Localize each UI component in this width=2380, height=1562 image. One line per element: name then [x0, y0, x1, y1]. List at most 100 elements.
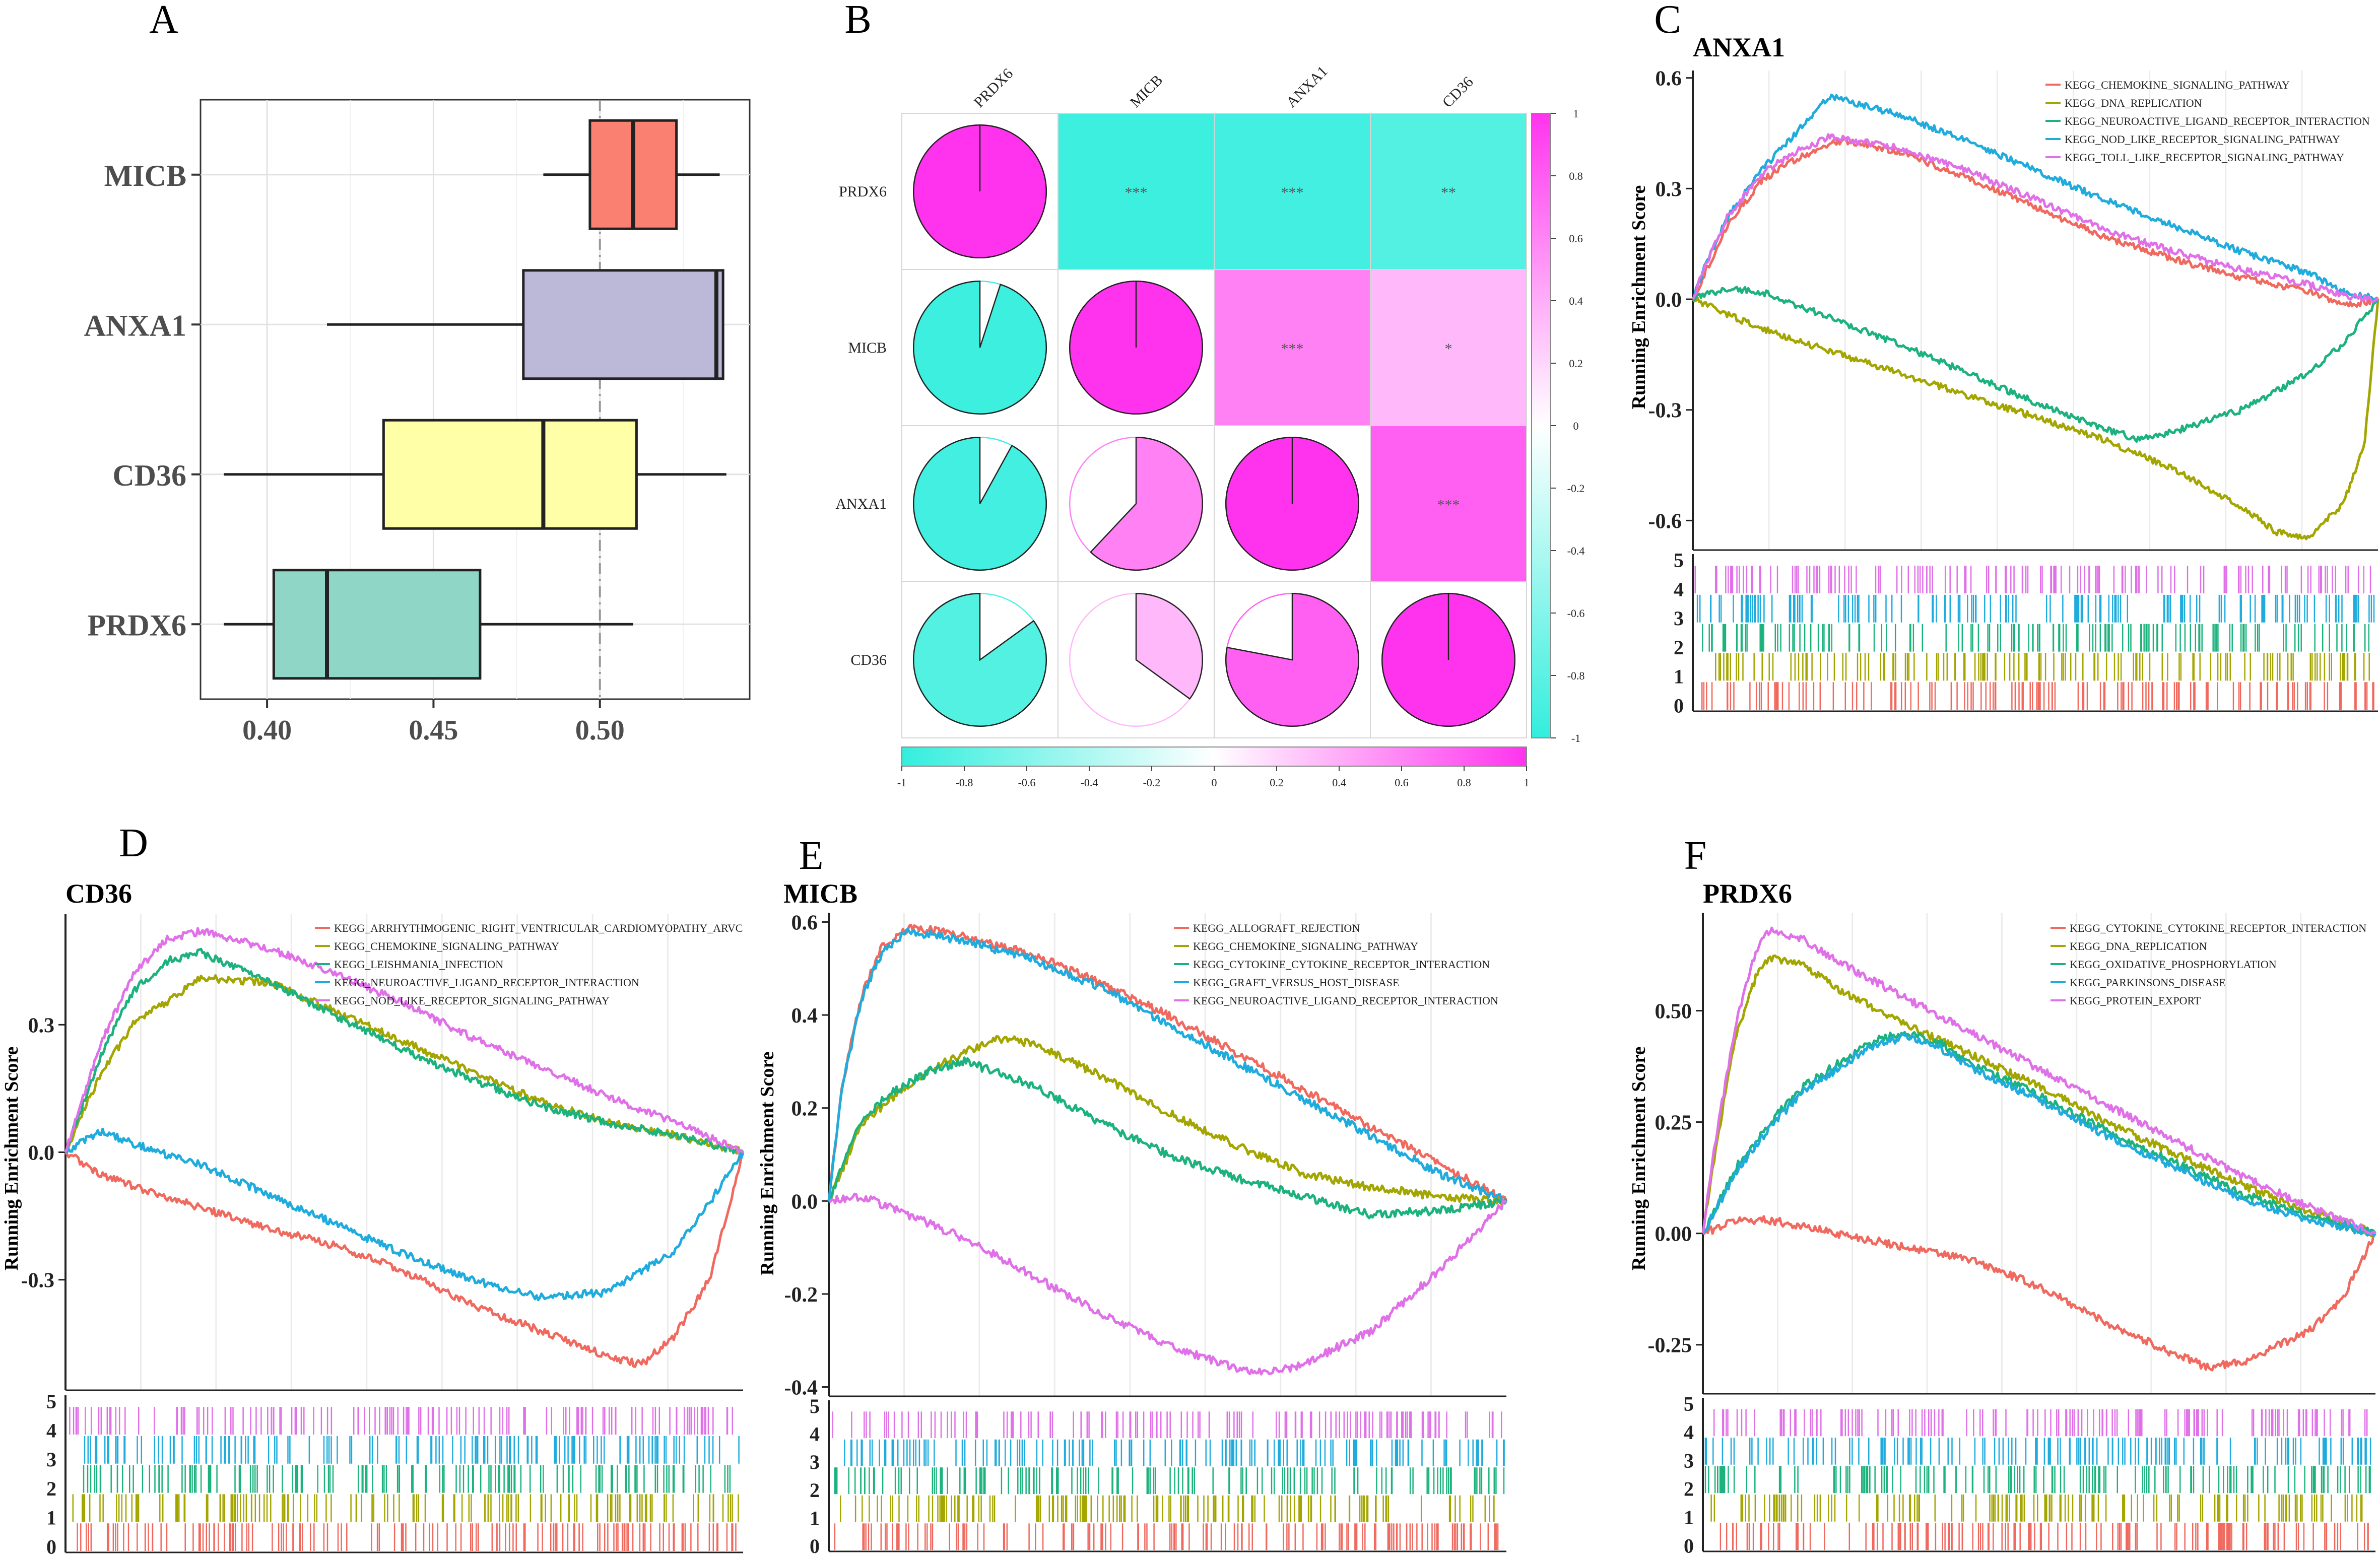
y-axis-label: Running Enrichment Score	[1628, 1047, 1649, 1271]
rug-tick-label: 3	[1684, 1449, 1694, 1472]
colorbar-tick-label: 0.2	[1270, 776, 1284, 789]
series-line	[65, 1127, 745, 1302]
row-label: CD36	[850, 652, 887, 668]
rug-tick-label: 0	[1674, 694, 1684, 717]
significance-mark: ***	[1437, 497, 1460, 513]
legend-entry: KEGG_LEISHMANIA_INFECTION	[334, 958, 503, 971]
row-label: PRDX6	[839, 183, 887, 200]
series-line	[64, 947, 744, 1157]
box-anxa1	[522, 269, 724, 380]
series-line	[1701, 1033, 2377, 1237]
colorbar-tick-label: -0.8	[956, 776, 973, 789]
panel-label-f: F	[1684, 834, 1707, 878]
rug-hits	[1713, 1409, 2368, 1437]
rug-tick-label: 5	[810, 1395, 820, 1417]
colorbar-tick-label: 0.4	[1569, 295, 1583, 307]
gsea-panel-anxa1: ANXA1 Running Enrichment Score -0.6 -0.3 0…	[1628, 32, 2379, 717]
legend-entry: KEGG_OXIDATIVE_PHOSPHORYLATION	[2070, 958, 2277, 971]
box-prdx6	[272, 569, 482, 680]
colorbar-tick-label: -0.6	[1018, 776, 1036, 789]
box-cd36	[382, 419, 638, 530]
series-line	[827, 1035, 1507, 1206]
legend-entry: KEGG_CHEMOKINE_SIGNALING_PATHWAY	[2065, 79, 2290, 91]
vertical-colorbar	[1531, 113, 1551, 738]
row-label: MICB	[848, 339, 887, 356]
series-line	[1702, 1215, 2376, 1372]
rug-hits	[1701, 682, 2374, 710]
series-line	[1691, 133, 2378, 303]
colorbar-tick-label: 1	[1524, 776, 1530, 789]
rug-hits	[840, 1495, 1495, 1522]
series-line	[1691, 93, 2379, 303]
rug-hits	[1702, 624, 2370, 652]
legend-entry: KEGG_NOD_LIKE_RECEPTOR_SIGNALING_PATHWAY	[2065, 133, 2340, 146]
significance-mark: ***	[1125, 184, 1148, 201]
row-label: ANXA1	[835, 496, 887, 512]
x-tick-label: 0.50	[575, 715, 625, 746]
y-tick-label: -0.6	[1648, 510, 1682, 533]
y-tick-label: 0.50	[1655, 1000, 1692, 1024]
rug-tick-label: 1	[1684, 1506, 1694, 1529]
rug-hits	[832, 1411, 1502, 1438]
rug-tick-label: 1	[810, 1507, 820, 1529]
rug-tick-label: 2	[46, 1477, 56, 1500]
y-tick-label: -0.2	[784, 1283, 818, 1307]
gsea-panel-micb: MICB Running Enrichment Score -0.4 -0.2 0.…	[757, 878, 1508, 1557]
panel-label-b: B	[844, 0, 871, 42]
colorbar-tick-label: -0.6	[1567, 607, 1585, 620]
y-tick-label: -0.3	[1648, 399, 1682, 423]
series-line	[64, 1151, 745, 1368]
y-tick-label: 0.6	[791, 911, 818, 934]
significance-mark: *	[1445, 341, 1452, 357]
y-tick-label: 0.3	[1656, 178, 1682, 201]
y-tick-label: 0.25	[1655, 1112, 1692, 1135]
y-tick-label: -0.4	[784, 1377, 818, 1400]
legend-entry: KEGG_NEUROACTIVE_LIGAND_RECEPTOR_INTERAC…	[334, 976, 639, 989]
column-label: MICB	[1127, 72, 1166, 111]
rug-tick-label: 1	[46, 1507, 56, 1529]
significance-mark: ***	[1281, 341, 1304, 357]
significance-mark: **	[1441, 184, 1456, 201]
y-tick-label: -0.25	[1648, 1334, 1692, 1357]
pie-slice	[913, 592, 1047, 727]
colorbar-tick-label: 1	[1573, 107, 1579, 120]
y-tick-label: 0.3	[28, 1014, 55, 1037]
y-tick-label: CD36	[112, 459, 186, 492]
rug-tick-label: 0	[46, 1535, 56, 1558]
series-line	[1692, 297, 2379, 540]
rug-hits	[834, 1523, 1499, 1550]
gsea-panel-prdx6: PRDX6 Running Enrichment Score -0.25 0.00…	[1628, 878, 2377, 1557]
rug-hits	[1694, 566, 2371, 593]
legend-entry: KEGG_PROTEIN_EXPORT	[2070, 994, 2201, 1007]
rug-hits	[1696, 594, 2375, 623]
rug-hits	[1715, 653, 2370, 681]
colorbar-tick-label: 0.6	[1569, 232, 1583, 245]
y-tick-label: 0.2	[791, 1098, 818, 1121]
colorbar-tick-label: -0.4	[1567, 545, 1585, 557]
legend-entry: KEGG_ALLOGRAFT_REJECTION	[1193, 922, 1360, 934]
legend-entry: KEGG_CYTOKINE_CYTOKINE_RECEPTOR_INTERACT…	[2070, 922, 2366, 934]
x-tick-label: 0.40	[242, 715, 292, 746]
series-line	[1701, 954, 2376, 1238]
y-tick-label: 0.4	[791, 1004, 818, 1028]
rug-tick-label: 4	[46, 1419, 56, 1442]
column-label: CD36	[1439, 74, 1477, 111]
legend-entry: KEGG_PARKINSONS_DISEASE	[2070, 976, 2226, 989]
corr-cell	[1370, 269, 1527, 426]
panel-label-e: E	[799, 834, 824, 878]
y-tick-label: ANXA1	[84, 309, 186, 342]
rug-tick-label: 0	[810, 1535, 820, 1557]
series-line	[64, 927, 744, 1154]
legend-entry: KEGG_TOLL_LIKE_RECEPTOR_SIGNALING_PATHWA…	[2065, 151, 2344, 164]
series-line	[1691, 137, 2379, 308]
rug-hits	[834, 1467, 1505, 1495]
colorbar-tick-label: 0.2	[1569, 357, 1583, 370]
y-tick-label: 0.6	[1656, 67, 1682, 91]
rug-tick-label: 5	[46, 1390, 56, 1413]
pie-slice	[913, 436, 1047, 571]
rug-tick-label: 4	[1684, 1421, 1694, 1444]
panel-label-a: A	[149, 0, 178, 42]
legend-entry: KEGG_NEUROACTIVE_LIGAND_RECEPTOR_INTERAC…	[2065, 115, 2370, 127]
rug-tick-label: 3	[1674, 607, 1684, 630]
y-axis-label: Running Enrichment Score	[1, 1047, 22, 1271]
